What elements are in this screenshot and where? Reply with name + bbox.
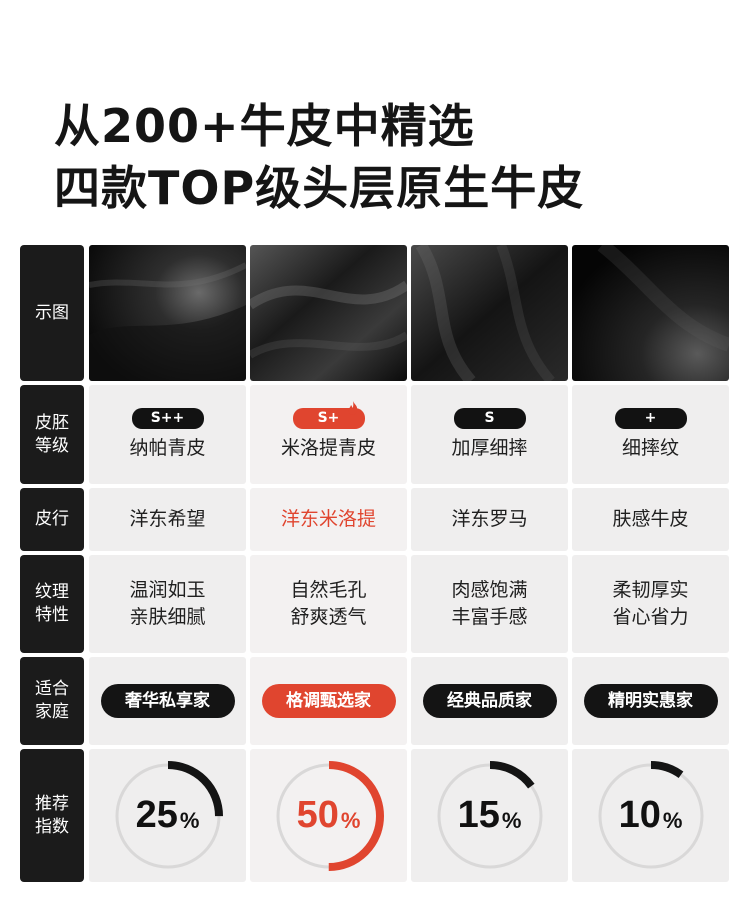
row-header-recommend: 推荐 指数 [20, 749, 84, 882]
recommend-percent: 25% [112, 760, 224, 872]
recommend-cell-1: 25% [89, 749, 246, 882]
grade-cell-3: S 加厚细摔 [411, 385, 568, 484]
recommend-ring: 25% [112, 760, 224, 872]
grade-name: 纳帕青皮 [129, 436, 206, 459]
recommend-cell-4: 10% [572, 749, 729, 882]
row-header-grade: 皮胚 等级 [20, 385, 84, 484]
recommend-cell-2: 50% [250, 749, 407, 882]
percent-value: 25 [135, 794, 178, 836]
row-family: 适合 家庭 奢华私享家 格调甄选家 经典品质家 精明实惠家 [20, 657, 732, 745]
row-header-leather: 皮行 [20, 488, 84, 551]
progress-ring-icon [434, 760, 545, 871]
texture-line-1: 柔韧厚实 [612, 579, 689, 601]
recommend-percent: 15% [434, 760, 546, 872]
leather-cell-2: 洋东米洛提 [250, 488, 407, 551]
family-cell-1: 奢华私享家 [89, 657, 246, 745]
family-badge: 精明实惠家 [583, 684, 718, 718]
grade-cell-4: + 细摔纹 [572, 385, 729, 484]
percent-value: 50 [296, 794, 339, 836]
grade-name: 加厚细摔 [451, 436, 528, 459]
percent-sign: % [340, 808, 361, 833]
family-badge: 格调甄选家 [261, 684, 396, 718]
grade-cell-1: S++ 纳帕青皮 [89, 385, 246, 484]
family-cell-3: 经典品质家 [411, 657, 568, 745]
texture-line-2: 舒爽透气 [290, 606, 367, 628]
recommend-ring: 15% [434, 760, 546, 872]
texture-line-1: 肉感饱满 [451, 579, 528, 601]
row-header-texture: 纹理 特性 [20, 555, 84, 653]
grade-name: 细摔纹 [621, 436, 679, 459]
leather-cell-3: 洋东罗马 [411, 488, 568, 551]
row-image: 示图 [20, 245, 732, 381]
family-cell-2: 格调甄选家 [250, 657, 407, 745]
leather-cell-1: 洋东希望 [89, 488, 246, 551]
row-recommend: 推荐 指数 25% 50% [20, 749, 732, 882]
row-header-family: 适合 家庭 [20, 657, 84, 745]
row-header-image: 示图 [20, 245, 84, 381]
leather-image-3 [411, 245, 568, 381]
texture-cell-4: 柔韧厚实 省心省力 [572, 555, 729, 653]
row-leather: 皮行 洋东希望 洋东米洛提 洋东罗马 肤感牛皮 [20, 488, 732, 551]
progress-ring-icon [273, 760, 384, 871]
percent-sign: % [662, 808, 683, 833]
grade-badge: S [453, 407, 526, 429]
row-grade: 皮胚 等级 S++ 纳帕青皮 S+ 米洛提青皮 S 加厚细摔 + 细摔纹 [20, 385, 732, 484]
grade-badge: S++ [131, 407, 204, 429]
texture-line-2: 亲肤细腻 [129, 606, 206, 628]
texture-line-1: 自然毛孔 [290, 579, 367, 601]
texture-cell-1: 温润如玉 亲肤细腻 [89, 555, 246, 653]
grade-cell-2: S+ 米洛提青皮 [250, 385, 407, 484]
texture-line-2: 省心省力 [612, 606, 689, 628]
recommend-percent: 10% [595, 760, 707, 872]
headline-line-1: 从200+牛皮中精选 [54, 99, 475, 153]
grade-badge-text: S+ [317, 409, 340, 426]
comparison-table: 示图 [20, 245, 732, 886]
recommend-cell-3: 15% [411, 749, 568, 882]
grade-name: 米洛提青皮 [280, 436, 376, 459]
texture-cell-2: 自然毛孔 舒爽透气 [250, 555, 407, 653]
progress-ring-icon [595, 760, 706, 871]
recommend-ring: 50% [273, 760, 385, 872]
flame-icon [347, 400, 357, 415]
headline-line-2: 四款TOP级头层原生牛皮 [54, 161, 585, 215]
row-texture: 纹理 特性 温润如玉 亲肤细腻 自然毛孔 舒爽透气 肉感饱满 丰富手感 柔韧厚实… [20, 555, 732, 653]
recommend-percent: 50% [273, 760, 385, 872]
progress-ring-icon [112, 760, 223, 871]
recommend-ring: 10% [595, 760, 707, 872]
percent-value: 10 [618, 794, 661, 836]
leather-cell-4: 肤感牛皮 [572, 488, 729, 551]
family-badge: 经典品质家 [422, 684, 557, 718]
family-badge: 奢华私享家 [100, 684, 235, 718]
grade-badge: S+ [292, 400, 365, 429]
grade-badge: + [614, 407, 687, 429]
family-cell-4: 精明实惠家 [572, 657, 729, 745]
texture-line-2: 丰富手感 [451, 606, 528, 628]
leather-image-2 [250, 245, 407, 381]
headline: 从200+牛皮中精选 四款TOP级头层原生牛皮 [54, 95, 584, 219]
percent-value: 15 [457, 794, 500, 836]
texture-cell-3: 肉感饱满 丰富手感 [411, 555, 568, 653]
percent-sign: % [501, 808, 522, 833]
leather-image-4 [572, 245, 729, 381]
percent-sign: % [179, 808, 200, 833]
leather-image-1 [89, 245, 246, 381]
texture-line-1: 温润如玉 [129, 579, 206, 601]
